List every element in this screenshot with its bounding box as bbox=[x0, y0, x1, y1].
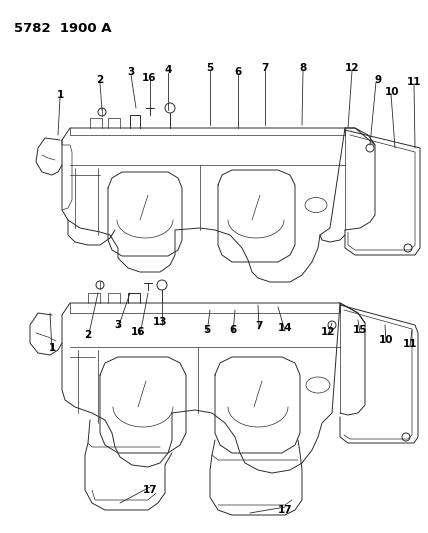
Text: 10: 10 bbox=[379, 335, 393, 345]
Text: 2: 2 bbox=[96, 75, 104, 85]
Text: 14: 14 bbox=[278, 323, 292, 333]
Text: 17: 17 bbox=[278, 505, 292, 515]
Text: 3: 3 bbox=[114, 320, 122, 330]
Text: 11: 11 bbox=[407, 77, 421, 87]
Text: 1: 1 bbox=[56, 90, 64, 100]
Text: 6: 6 bbox=[229, 325, 237, 335]
Text: 16: 16 bbox=[131, 327, 145, 337]
Text: 5: 5 bbox=[203, 325, 211, 335]
Text: 7: 7 bbox=[262, 63, 269, 73]
Text: 16: 16 bbox=[142, 73, 156, 83]
Text: 5782  1900 A: 5782 1900 A bbox=[14, 22, 112, 35]
Text: 13: 13 bbox=[153, 317, 167, 327]
Text: 10: 10 bbox=[385, 87, 399, 97]
Text: 8: 8 bbox=[299, 63, 306, 73]
Text: 12: 12 bbox=[345, 63, 359, 73]
Text: 7: 7 bbox=[256, 321, 263, 331]
Text: 4: 4 bbox=[164, 65, 172, 75]
Text: 2: 2 bbox=[84, 330, 92, 340]
Text: 1: 1 bbox=[48, 343, 56, 353]
Text: 17: 17 bbox=[143, 485, 158, 495]
Text: 5: 5 bbox=[206, 63, 214, 73]
Text: 6: 6 bbox=[235, 67, 242, 77]
Text: 11: 11 bbox=[403, 339, 417, 349]
Text: 3: 3 bbox=[128, 67, 135, 77]
Text: 12: 12 bbox=[321, 327, 335, 337]
Text: 15: 15 bbox=[353, 325, 367, 335]
Text: 9: 9 bbox=[374, 75, 382, 85]
